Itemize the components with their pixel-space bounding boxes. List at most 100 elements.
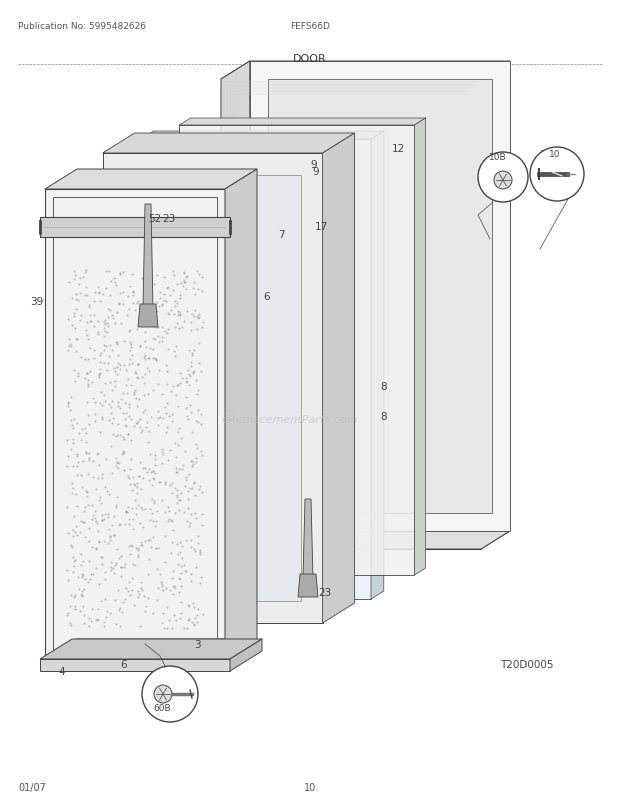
Point [83, 378, 93, 391]
Point [138, 472, 148, 485]
Point [74, 314, 84, 327]
Point [169, 610, 179, 622]
Point [71, 303, 81, 316]
Point [172, 298, 182, 310]
Point [180, 565, 190, 577]
Point [74, 287, 84, 300]
Point [125, 399, 135, 411]
Point [94, 459, 104, 472]
Point [193, 384, 203, 397]
Point [175, 367, 185, 379]
Point [126, 379, 136, 392]
Point [183, 413, 193, 426]
Point [169, 308, 179, 321]
Point [84, 612, 94, 625]
Point [70, 553, 80, 566]
Point [64, 334, 74, 346]
Point [184, 614, 193, 627]
Text: 23: 23 [162, 214, 175, 224]
Point [133, 358, 143, 371]
Point [118, 266, 128, 279]
Point [97, 414, 107, 427]
Point [175, 309, 185, 322]
Point [107, 383, 117, 396]
Point [122, 504, 131, 517]
Point [188, 367, 198, 380]
Point [198, 608, 208, 621]
Point [109, 363, 119, 375]
Point [192, 265, 202, 278]
Point [111, 501, 121, 514]
Point [68, 460, 78, 473]
Point [97, 472, 107, 484]
Point [99, 322, 109, 335]
Point [156, 292, 166, 305]
Point [68, 551, 78, 564]
Point [68, 524, 78, 537]
Point [152, 306, 162, 318]
Point [105, 530, 115, 543]
Point [100, 377, 110, 390]
Circle shape [154, 685, 172, 703]
Point [140, 463, 150, 476]
Point [94, 286, 104, 299]
Point [72, 469, 82, 482]
Point [84, 535, 94, 548]
Point [94, 447, 104, 460]
Point [148, 352, 158, 365]
Point [100, 508, 110, 521]
Point [108, 529, 118, 542]
Point [69, 591, 79, 604]
Text: 10B: 10B [487, 162, 507, 172]
Point [100, 314, 110, 327]
Point [126, 338, 136, 350]
Point [174, 439, 184, 452]
Point [95, 349, 105, 362]
Point [66, 444, 76, 456]
Point [102, 484, 112, 497]
Point [148, 464, 157, 477]
Point [195, 269, 205, 282]
Point [66, 340, 76, 353]
Point [159, 288, 169, 301]
Polygon shape [298, 574, 318, 597]
Point [170, 508, 180, 520]
Point [120, 335, 130, 348]
Point [172, 491, 182, 504]
Point [184, 598, 193, 611]
Point [162, 365, 172, 378]
Point [136, 483, 146, 496]
Point [149, 497, 159, 510]
Point [100, 318, 110, 331]
Point [126, 268, 136, 281]
Point [129, 387, 139, 400]
Point [90, 396, 100, 409]
Point [166, 547, 175, 560]
Point [103, 320, 113, 333]
Point [79, 505, 89, 518]
Point [128, 290, 138, 302]
Point [111, 279, 121, 292]
Point [90, 286, 100, 298]
Point [190, 507, 200, 520]
Point [102, 326, 112, 338]
Point [185, 568, 195, 581]
Polygon shape [179, 119, 425, 126]
Point [111, 499, 121, 512]
Point [108, 428, 118, 441]
Point [174, 306, 184, 318]
Point [125, 577, 135, 589]
Point [185, 360, 195, 373]
Point [192, 323, 202, 336]
Point [123, 290, 133, 303]
Circle shape [494, 172, 512, 190]
Point [63, 609, 73, 622]
Point [120, 397, 130, 410]
Point [126, 539, 136, 552]
Point [99, 357, 109, 370]
Point [103, 303, 113, 316]
Point [144, 448, 154, 460]
Point [167, 515, 177, 528]
Point [84, 365, 94, 378]
Point [192, 512, 202, 525]
